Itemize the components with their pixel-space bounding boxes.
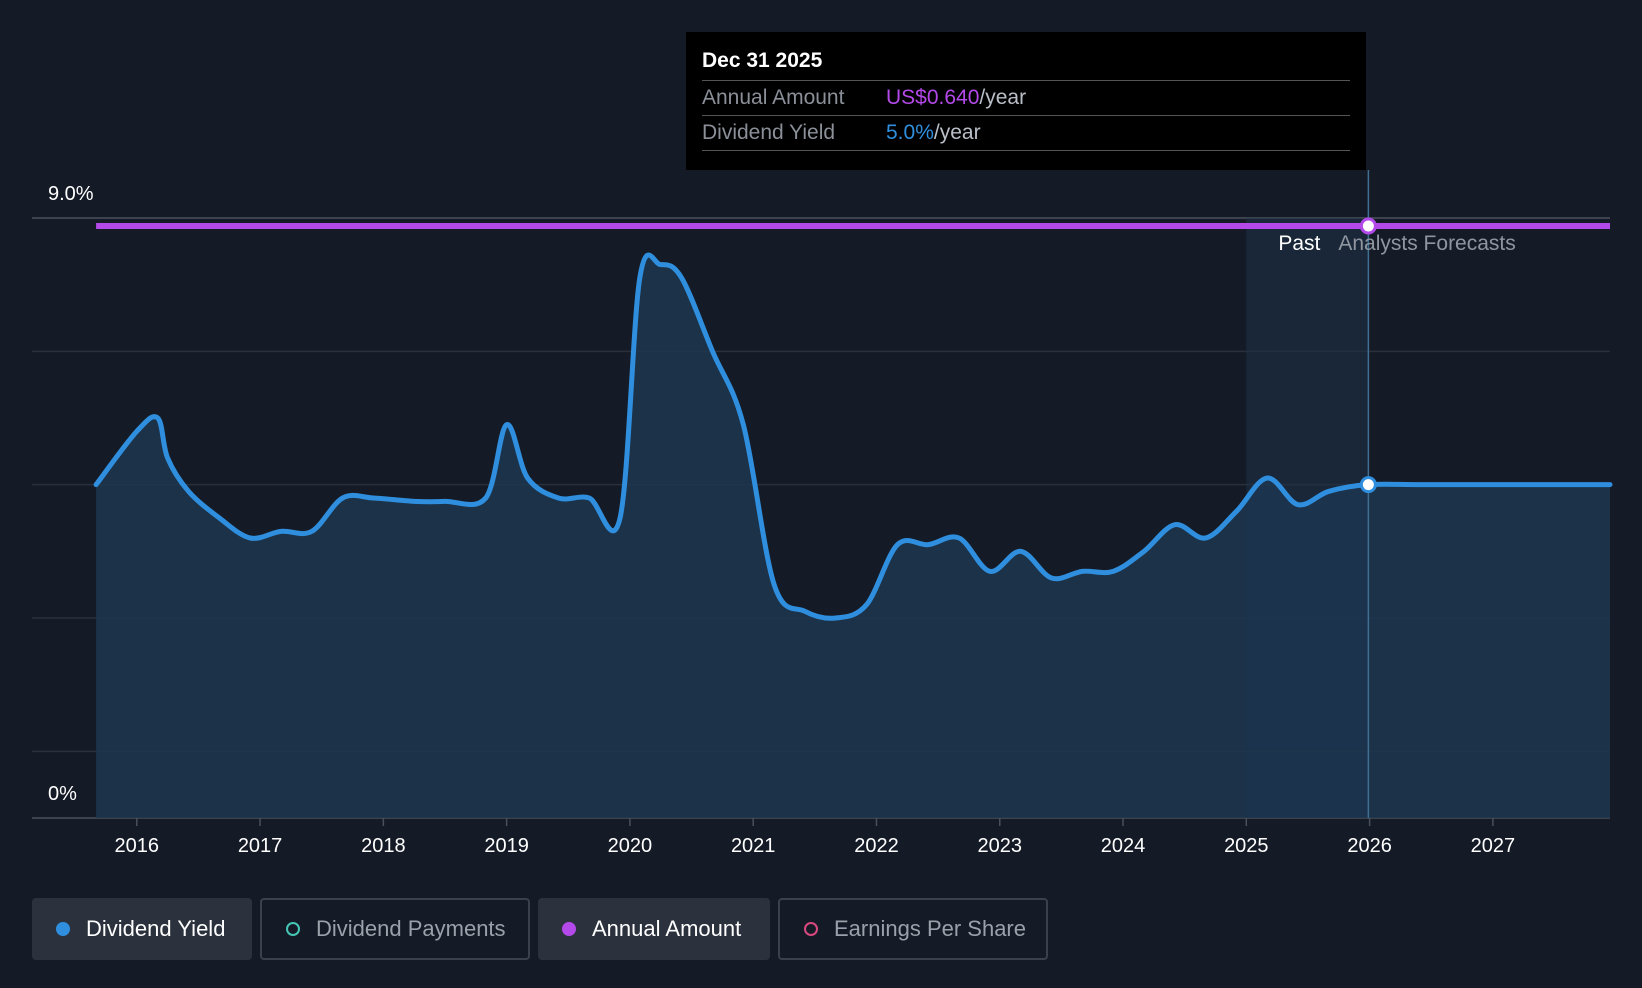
x-tick-label: 2018 — [361, 835, 406, 857]
x-tick-label: 2021 — [731, 835, 776, 857]
x-tick-label: 2019 — [484, 835, 529, 857]
past-label: Past — [1278, 232, 1320, 255]
x-tick-label: 2022 — [854, 835, 899, 857]
x-tick-label: 2017 — [238, 835, 283, 857]
analysts-forecasts-label: Analysts Forecasts — [1338, 232, 1515, 255]
hollow-circle-icon — [804, 922, 818, 936]
legend-dividend-payments[interactable]: Dividend Payments — [260, 898, 530, 960]
x-tick-label: 2023 — [978, 835, 1023, 857]
x-tick-label: 2026 — [1347, 835, 1392, 857]
legend-label: Earnings Per Share — [834, 916, 1026, 941]
x-tick-label: 2027 — [1471, 835, 1516, 857]
x-axis: 2016 2017 2018 2019 2020 2021 2022 2023 2024 2025… — [115, 818, 1516, 857]
y-tick-label-top: 9.0% — [48, 183, 94, 205]
tooltip-value: US$0.640 — [886, 86, 980, 109]
tooltip-row-annual-amount: Annual Amount US$0.640/year — [702, 80, 1350, 115]
legend-dividend-yield[interactable]: Dividend Yield — [32, 898, 252, 960]
legend-earnings-per-share[interactable]: Earnings Per Share — [778, 898, 1048, 960]
filled-circle-icon — [562, 922, 576, 936]
y-tick-label-bottom: 0% — [48, 783, 77, 805]
dividend-yield-area — [96, 255, 1611, 818]
tooltip-row-dividend-yield: Dividend Yield 5.0%/year — [702, 115, 1350, 151]
dividend-yield-point[interactable] — [1359, 476, 1377, 494]
annual-amount-point[interactable] — [1359, 217, 1377, 235]
tooltip-label: Annual Amount — [702, 86, 845, 109]
tooltip-label: Dividend Yield — [702, 121, 836, 144]
tooltip-date: Dec 31 2025 — [702, 49, 823, 72]
tooltip-value: 5.0% — [886, 121, 934, 144]
hollow-circle-icon — [286, 922, 300, 936]
filled-circle-icon — [56, 922, 70, 936]
dividend-yield-line — [93, 252, 1613, 621]
legend-label: Dividend Payments — [316, 916, 506, 941]
legend-label: Dividend Yield — [86, 916, 226, 941]
legend-annual-amount[interactable]: Annual Amount — [538, 898, 770, 960]
tooltip-unit: /year — [933, 121, 981, 144]
x-tick-label: 2020 — [608, 835, 653, 857]
x-tick-label: 2024 — [1101, 835, 1146, 857]
tooltip: Dec 31 2025 Annual Amount US$0.640/year … — [686, 32, 1366, 170]
legend-label: Annual Amount — [592, 916, 742, 941]
tooltip-unit: /year — [979, 86, 1027, 109]
x-tick-label: 2025 — [1224, 835, 1269, 857]
x-tick-label: 2016 — [115, 835, 160, 857]
